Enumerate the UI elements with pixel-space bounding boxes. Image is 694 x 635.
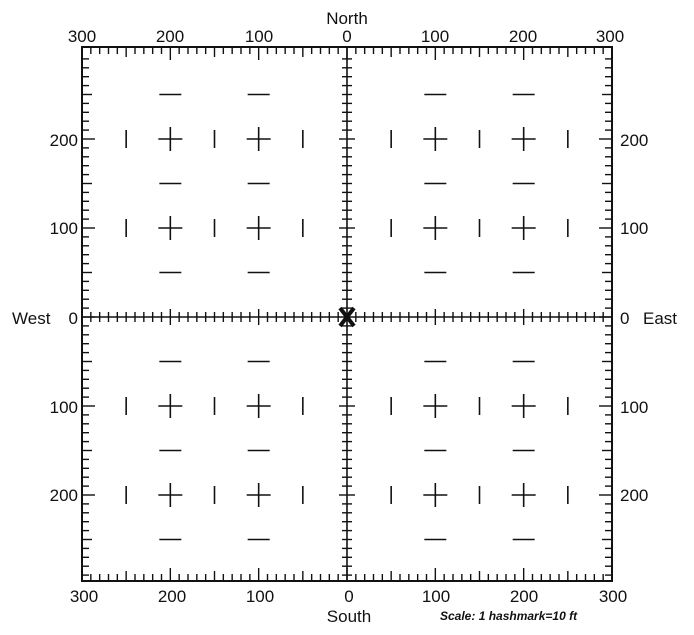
right-label: 200 — [620, 486, 648, 505]
grid-marks — [125, 93, 569, 541]
east-label: East — [643, 309, 677, 328]
west-label: West — [12, 309, 51, 328]
bottom-label: 100 — [422, 587, 450, 606]
hashmarks — [82, 47, 612, 581]
top-label: 200 — [509, 27, 537, 46]
bottom-label: 100 — [246, 587, 274, 606]
north-label: North — [326, 9, 368, 28]
top-label: 300 — [68, 27, 96, 46]
left-label: 200 — [50, 131, 78, 150]
right-label: 100 — [620, 398, 648, 417]
right-label: 0 — [620, 309, 629, 328]
bottom-label: 200 — [158, 587, 186, 606]
south-label: South — [327, 607, 371, 626]
bottom-label: 300 — [599, 587, 627, 606]
right-label: 200 — [620, 131, 648, 150]
scale-note: Scale: 1 hashmark=10 ft — [440, 609, 578, 623]
x-marker-icon — [338, 306, 356, 328]
top-label: 100 — [421, 27, 449, 46]
left-label: 200 — [50, 486, 78, 505]
left-label: 100 — [50, 219, 78, 238]
right-label: 100 — [620, 219, 648, 238]
bottom-label: 200 — [510, 587, 538, 606]
left-label: 0 — [69, 309, 78, 328]
bottom-label: 0 — [344, 587, 353, 606]
top-label: 100 — [245, 27, 273, 46]
top-label: 0 — [342, 27, 351, 46]
bottom-label: 300 — [70, 587, 98, 606]
top-label: 300 — [596, 27, 624, 46]
top-label: 200 — [156, 27, 184, 46]
left-label: 100 — [50, 398, 78, 417]
